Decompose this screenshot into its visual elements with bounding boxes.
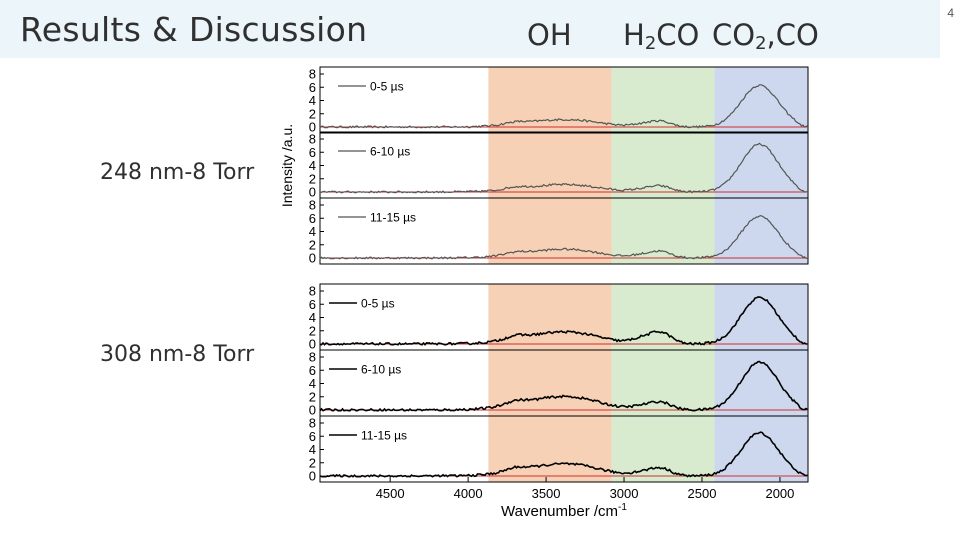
legend-label-5: 6-10 µs: [361, 363, 401, 377]
legend-label-6: 11-15 µs: [361, 429, 407, 443]
x-axis-label-superscript: -1: [618, 502, 627, 513]
x-tick-label-4500: 4500: [376, 486, 405, 501]
band-oh-group-2: [488, 284, 612, 482]
region-label-oh: OH: [527, 18, 572, 52]
condition-label-248nm: 248 nm-8 Torr: [100, 160, 255, 185]
spectrum-trace-1: [319, 84, 808, 129]
y-tick-label-1-6: 6: [309, 80, 316, 95]
y-tick-label-1-8: 8: [309, 67, 316, 82]
y-tick-label-1-0: 0: [309, 120, 316, 135]
x-tick-label-2000: 2000: [765, 486, 794, 501]
x-tick-label-2500: 2500: [688, 486, 717, 501]
spectrum-trace-6: [319, 431, 808, 478]
band-co2-co-group-2: [714, 284, 808, 482]
x-axis-label: Wavenumber /cm-1: [501, 502, 627, 520]
y-tick-label-3-8: 8: [309, 198, 316, 213]
y-tick-label-3-2: 2: [309, 237, 316, 252]
region-label-h2co: H2CO: [623, 18, 700, 54]
band-h2co-group-2: [611, 284, 715, 482]
y-tick-label-6-0: 0: [309, 469, 316, 484]
y-tick-label-1-4: 4: [309, 93, 316, 108]
y-tick-label-2-0: 0: [309, 185, 316, 200]
y-tick-label-5-2: 2: [309, 389, 316, 404]
y-tick-label-1-2: 2: [309, 106, 316, 121]
y-tick-label-6-8: 8: [309, 416, 316, 431]
y-tick-label-2-8: 8: [309, 132, 316, 147]
y-tick-label-3-0: 0: [309, 251, 316, 266]
y-tick-label-2-4: 4: [309, 158, 316, 173]
y-tick-label-2-2: 2: [309, 171, 316, 186]
legend-label-1: 0-5 µs: [370, 80, 404, 94]
y-tick-label-5-6: 6: [309, 363, 316, 378]
y-tick-label-4-4: 4: [309, 310, 316, 325]
y-tick-label-5-0: 0: [309, 403, 316, 418]
y-tick-label-5-8: 8: [309, 350, 316, 365]
x-tick-label-3000: 3000: [610, 486, 639, 501]
y-tick-label-4-2: 2: [309, 323, 316, 338]
y-tick-label-6-6: 6: [309, 429, 316, 444]
x-tick-label-4000: 4000: [454, 486, 483, 501]
spectrum-trace-2: [319, 142, 808, 194]
y-tick-label-2-6: 6: [309, 145, 316, 160]
region-label-co2-co: CO2,CO: [712, 18, 819, 54]
y-tick-label-3-6: 6: [309, 211, 316, 226]
legend-label-4: 0-5 µs: [361, 297, 395, 311]
condition-label-308nm: 308 nm-8 Torr: [100, 342, 255, 367]
y-tick-label-6-4: 4: [309, 442, 316, 457]
band-co2-co-group-1: [714, 67, 808, 264]
band-h2co-group-1: [611, 67, 715, 264]
page-number: 4: [947, 6, 954, 20]
spectrum-trace-5: [319, 360, 808, 412]
title-bar: [0, 0, 940, 58]
y-tick-label-3-4: 4: [309, 224, 316, 239]
y-axis-label: Intensity /a.u.: [279, 124, 295, 207]
y-tick-label-6-2: 2: [309, 455, 316, 470]
spectrum-trace-3: [319, 214, 808, 260]
y-tick-label-4-0: 0: [309, 337, 316, 352]
y-tick-label-4-6: 6: [309, 297, 316, 312]
x-tick-label-3500: 3500: [532, 486, 561, 501]
spectrum-trace-4: [319, 296, 808, 346]
legend-label-2: 6-10 µs: [370, 145, 410, 159]
y-tick-label-4-8: 8: [309, 284, 316, 299]
y-tick-label-5-4: 4: [309, 376, 316, 391]
legend-label-3: 11-15 µs: [370, 211, 416, 225]
band-oh-group-1: [488, 67, 612, 264]
slide-title: Results & Discussion: [20, 10, 368, 49]
